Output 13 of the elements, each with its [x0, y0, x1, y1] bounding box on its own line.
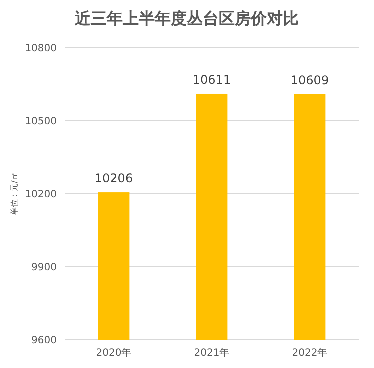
data-label: 10206 — [94, 172, 134, 186]
y-tick-label: 10800 — [25, 44, 57, 54]
x-tick-label: 2021年 — [194, 347, 230, 359]
chart-title: 近三年上半年度丛台区房价对比 — [74, 9, 299, 28]
y-axis-title: 单位：元/㎡ — [10, 172, 19, 216]
x-tick-label: 2022年 — [292, 347, 328, 359]
y-tick-label: 9900 — [32, 262, 57, 274]
y-tick-label: 10200 — [25, 190, 57, 200]
data-label: 10609 — [290, 73, 330, 88]
x-tick-label: 2020年 — [96, 347, 132, 359]
y-tick-label: 9600 — [32, 336, 57, 346]
y-tick-label: 10500 — [25, 116, 57, 128]
data-label: 10611 — [192, 72, 232, 87]
